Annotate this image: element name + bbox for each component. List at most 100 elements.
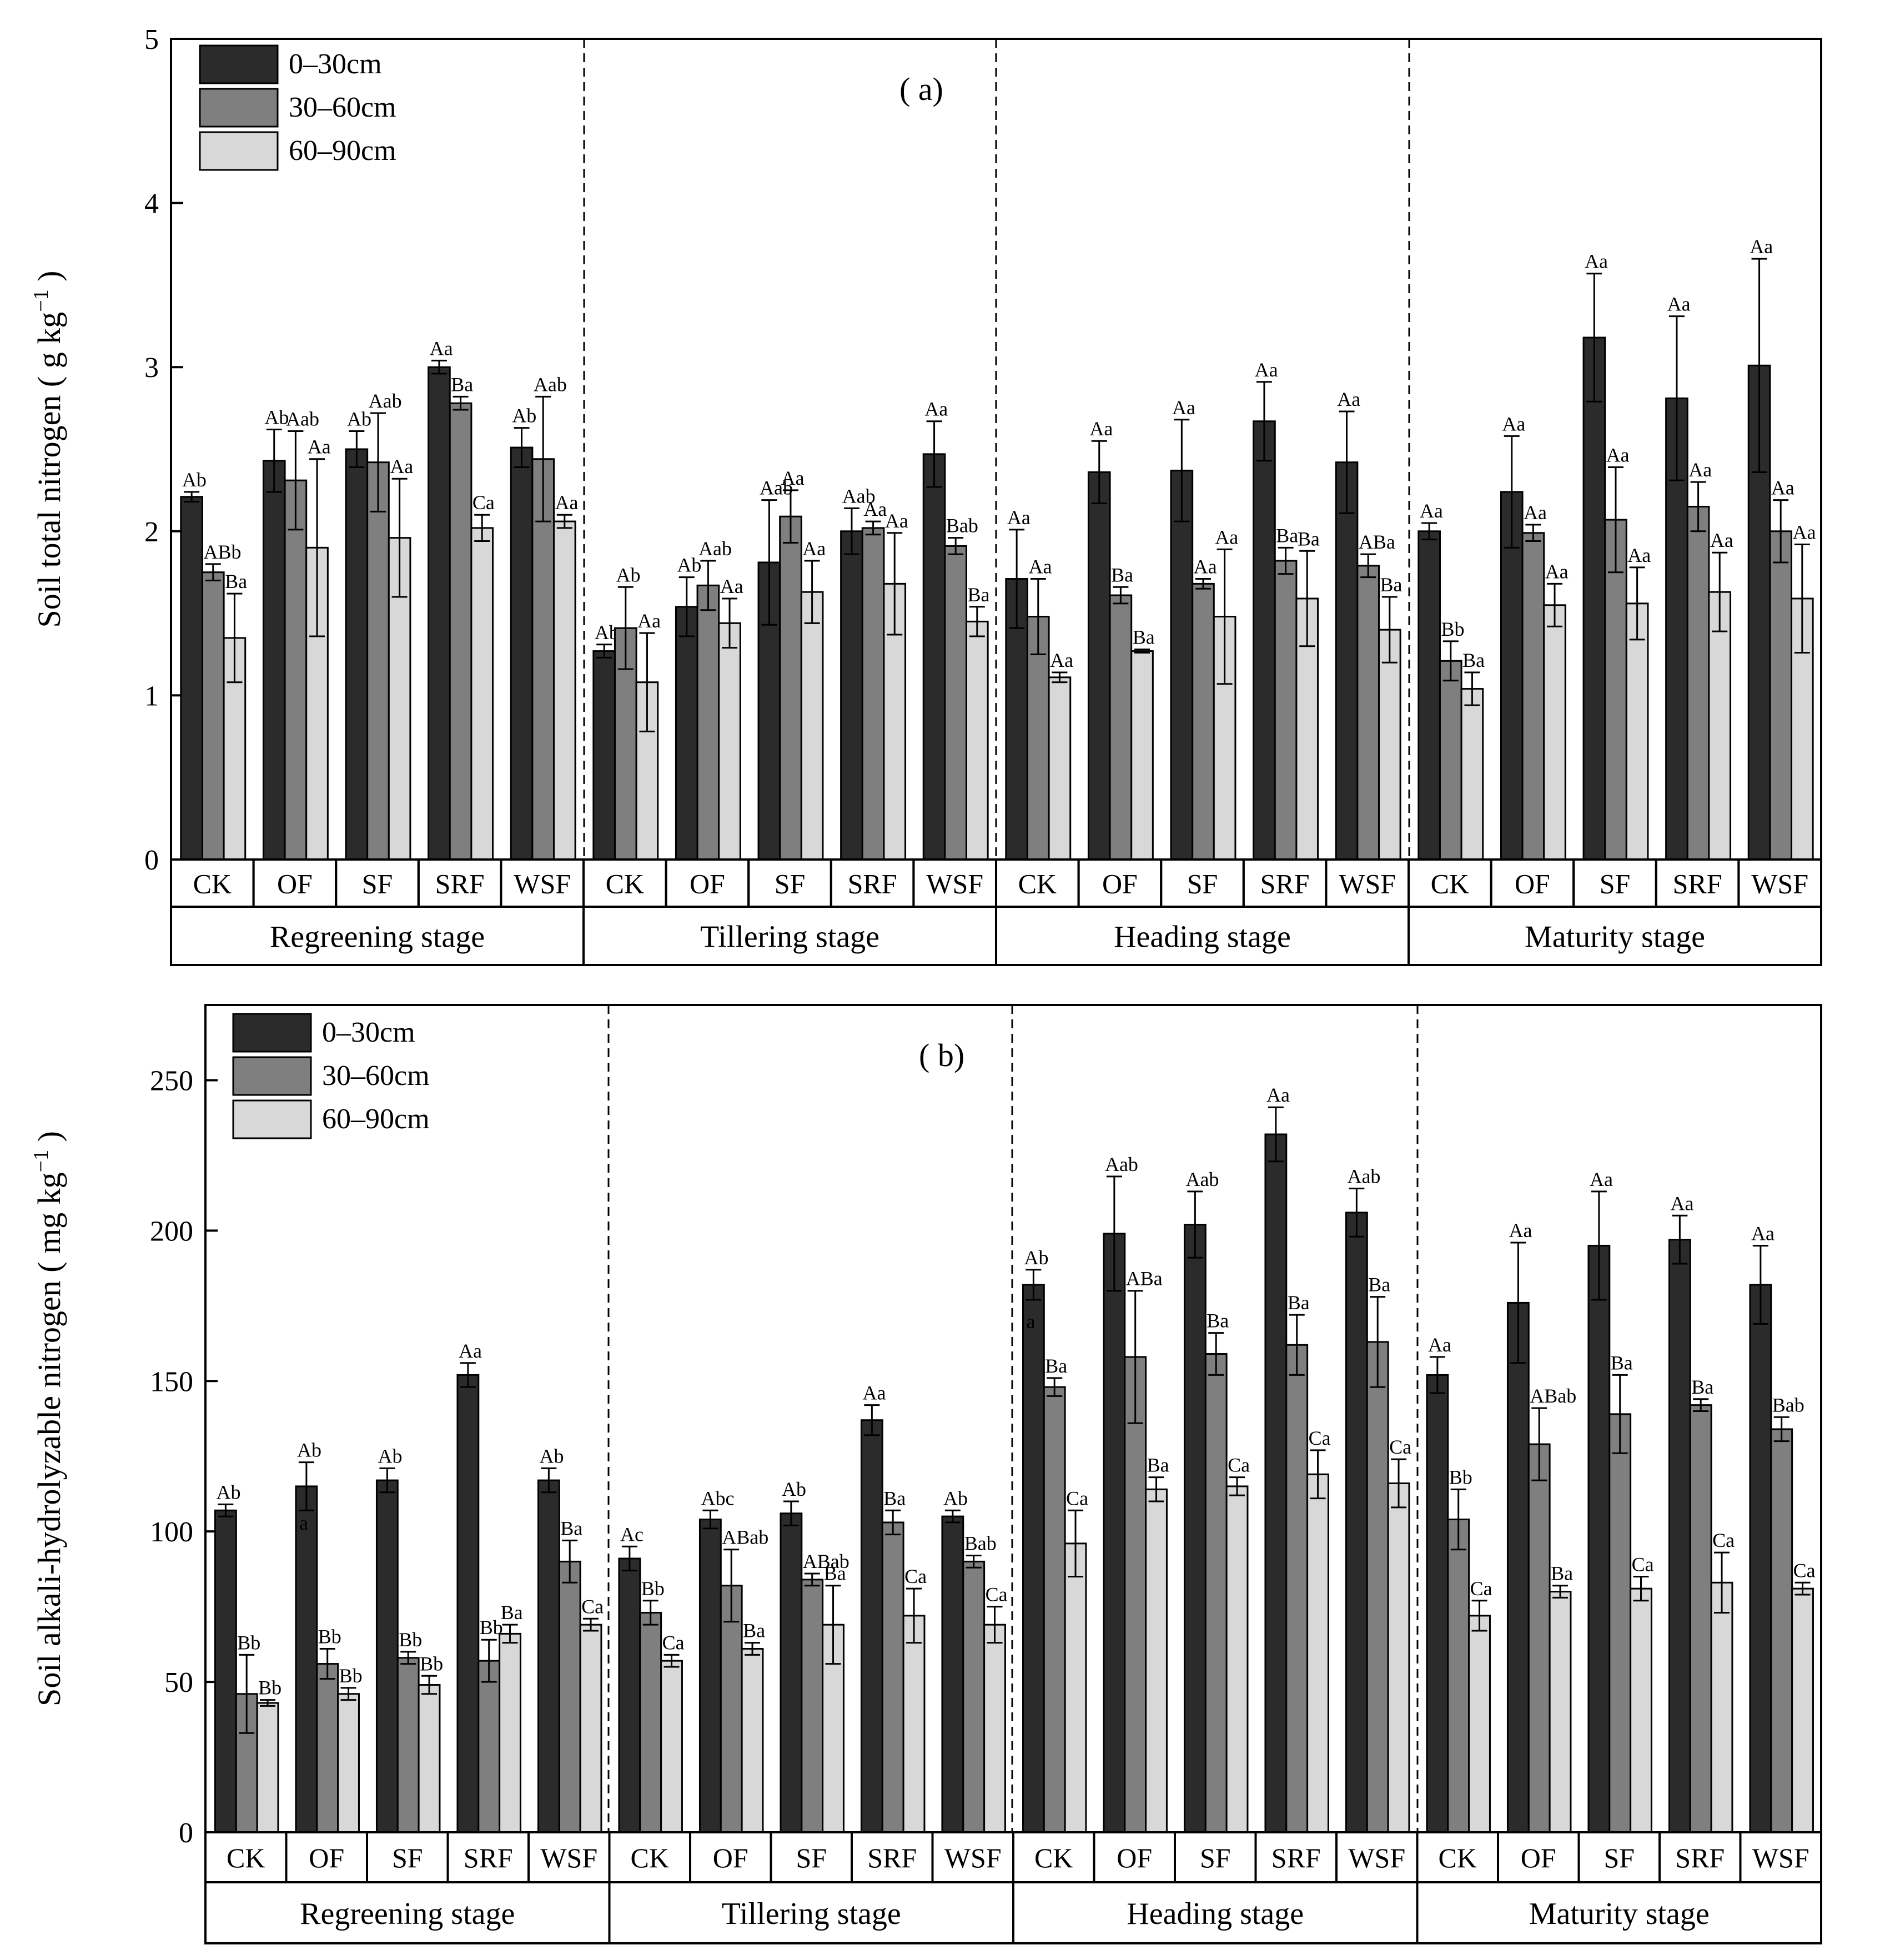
bar-maturity-sf-d1 — [1608, 1413, 1632, 1833]
significance-label: Ca — [1309, 1427, 1331, 1449]
bar-maturity-of-d1 — [1527, 1443, 1551, 1833]
bar-regreening-of-d1 — [284, 479, 308, 861]
treatment-label-ck: CK — [606, 868, 644, 899]
bar-heading-srf-d1 — [1285, 1344, 1309, 1833]
bar-tillering-srf-d2 — [902, 1615, 926, 1833]
panel-tag: ( b) — [919, 1037, 964, 1073]
significance-label: Ba — [743, 1620, 765, 1642]
treatment-label-srf: SRF — [1260, 868, 1310, 899]
significance-label: Ab — [512, 405, 536, 427]
stage-label-heading: Heading stage — [1127, 1897, 1304, 1931]
significance-label: Ab — [782, 1478, 806, 1500]
bar-regreening-ck-d1 — [201, 571, 225, 861]
bar-heading-of-d2 — [1145, 1488, 1168, 1833]
treatment-label-of: OF — [1515, 868, 1550, 899]
significance-label: Bb — [237, 1631, 260, 1654]
significance-label: Ba — [1045, 1355, 1067, 1377]
treatment-label-ck: CK — [1431, 868, 1469, 899]
treatment-label-ck: CK — [193, 868, 232, 899]
y-tick-label: 0 — [144, 845, 159, 876]
bar-heading-ck-d1 — [1043, 1386, 1066, 1833]
bar-heading-wsf-d0 — [1335, 461, 1359, 861]
bar-maturity-sf-d2 — [1625, 602, 1649, 861]
bar-maturity-ck-d2 — [1468, 1615, 1491, 1833]
significance-label: Ca — [472, 491, 495, 514]
bar-heading-sf-d0 — [1170, 469, 1194, 861]
significance-label: Ab — [347, 408, 371, 430]
bar-heading-of-d0 — [1087, 471, 1111, 861]
bar-heading-ck-d2 — [1064, 1542, 1087, 1833]
treatment-label-ck: CK — [1018, 868, 1057, 899]
significance-label: Ac — [620, 1523, 644, 1545]
bar-maturity-ck-d0 — [1426, 1374, 1449, 1833]
bar-tillering-srf-d0 — [860, 1419, 883, 1833]
treatment-label-wsf: WSF — [1752, 1842, 1809, 1873]
significance-label: Bb — [1449, 1466, 1472, 1488]
bar-tillering-sf-d1 — [801, 1579, 824, 1833]
bar-regreening-srf-d2 — [470, 527, 494, 861]
significance-label: Ba — [451, 373, 473, 395]
legend-swatch — [232, 1099, 312, 1139]
treatment-label-sf: SF — [1600, 868, 1631, 899]
bar-regreening-wsf-d0 — [537, 1479, 560, 1833]
significance-label: Aa — [1502, 413, 1525, 435]
significance-label: Aa — [1428, 1334, 1451, 1356]
treatment-label-wsf: WSF — [944, 1842, 1002, 1873]
significance-label: Ca — [1632, 1553, 1654, 1575]
significance-label: Ca — [1793, 1559, 1816, 1581]
legend-label: 0–30cm — [289, 48, 382, 80]
bar-maturity-wsf-d1 — [1769, 530, 1793, 861]
legend-swatch — [232, 1013, 312, 1053]
stage-cell — [1416, 1881, 1822, 1944]
bar-regreening-wsf-d2 — [553, 520, 576, 861]
bar-tillering-wsf-d0 — [941, 1515, 964, 1833]
significance-label: Aa — [1771, 477, 1794, 499]
significance-label: Aa — [637, 610, 661, 632]
significance-label: Aa — [802, 537, 826, 560]
treatment-label-wsf: WSF — [1348, 1842, 1405, 1873]
significance-label: Aa — [862, 1382, 886, 1404]
bar-regreening-wsf-d1 — [558, 1560, 581, 1833]
significance-label: Aa — [924, 398, 948, 420]
legend-swatch — [199, 44, 279, 84]
bar-tillering-ck-d0 — [618, 1557, 641, 1833]
bar-tillering-sf-d2 — [800, 591, 824, 861]
significance-label: Aa — [1670, 1192, 1693, 1214]
significance-label: Ab — [297, 1439, 321, 1461]
significance-label: Aa — [1751, 1222, 1775, 1244]
treatment-label-of: OF — [309, 1842, 344, 1873]
treatment-label-of: OF — [690, 868, 725, 899]
significance-label: Aab — [286, 408, 319, 430]
treatment-label-of: OF — [277, 868, 313, 899]
significance-label: Ca — [662, 1631, 685, 1654]
bar-tillering-wsf-d1 — [944, 545, 968, 861]
treatment-label-sf: SF — [392, 1842, 423, 1873]
significance-label: Aa — [1089, 418, 1113, 440]
bar-tillering-ck-d1 — [639, 1611, 662, 1833]
significance-label: Ca — [1228, 1454, 1250, 1476]
stage-label-tillering: Tillering stage — [700, 920, 879, 954]
significance-label: Ba — [1133, 626, 1155, 649]
significance-label: Aab — [760, 477, 793, 499]
bar-tillering-ck-d2 — [660, 1660, 683, 1833]
bar-maturity-wsf-d1 — [1770, 1428, 1793, 1833]
significance-label: ABa — [1359, 531, 1395, 553]
significance-label: Aab — [1105, 1153, 1138, 1175]
treatment-label-srf: SRF — [1675, 1842, 1725, 1873]
significance-label: Aa — [1627, 544, 1651, 566]
panel-tag: ( a) — [899, 71, 943, 107]
bar-regreening-sf-d0 — [345, 448, 369, 861]
bar-maturity-wsf-d2 — [1791, 1587, 1814, 1833]
bar-regreening-srf-d2 — [499, 1632, 521, 1833]
bar-tillering-of-d0 — [675, 606, 698, 861]
bar-tillering-of-d1 — [720, 1585, 743, 1833]
bar-tillering-wsf-d2 — [966, 620, 989, 861]
bar-regreening-of-d1 — [316, 1663, 339, 1833]
significance-label: Ba — [1611, 1351, 1633, 1374]
treatment-label-wsf: WSF — [1751, 868, 1808, 899]
y-tick-label: 3 — [144, 352, 159, 384]
legend-label: 30–60cm — [322, 1060, 430, 1092]
significance-label: Ba — [968, 584, 990, 606]
treatment-label-ck: CK — [227, 1842, 265, 1873]
